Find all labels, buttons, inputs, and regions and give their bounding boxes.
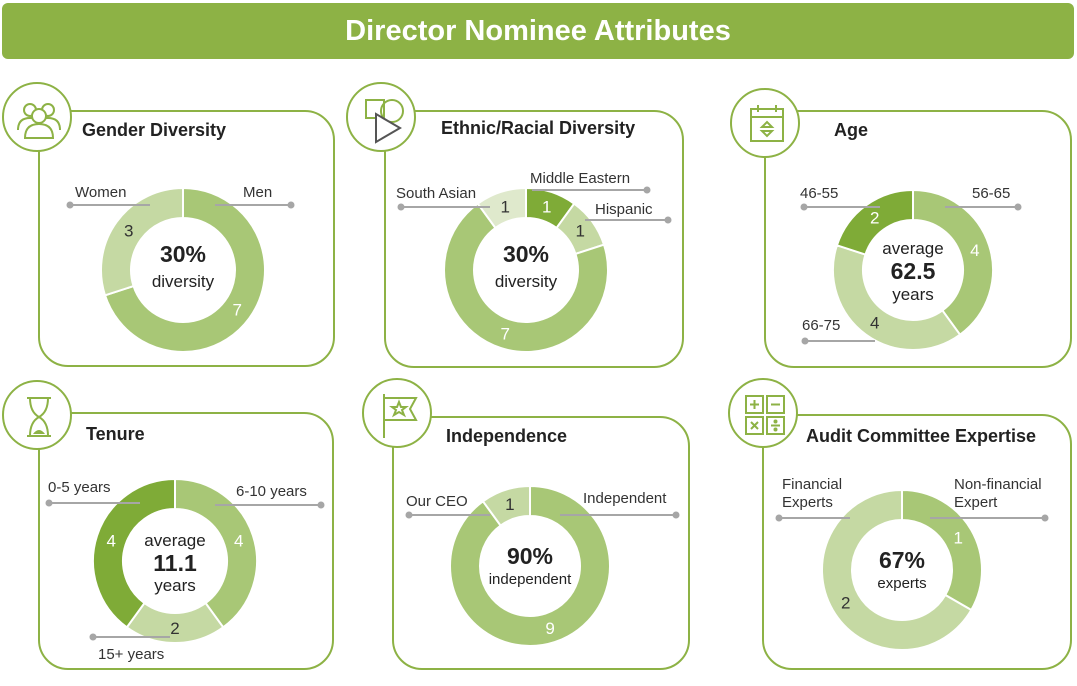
- panel-title-gender: Gender Diversity: [82, 120, 227, 140]
- donut-age: 4 4 2 average 62.5 years 46-55 56-65 66-…: [800, 185, 1022, 351]
- label-independent: Independent: [583, 490, 667, 507]
- center-audit-2: experts: [877, 575, 926, 592]
- leader-dot-15plus: [89, 633, 97, 641]
- center-gender-1: 30%: [160, 241, 206, 267]
- donut-ethnic: 1 1 7 1 30% diversity South Asian Middle…: [396, 170, 672, 353]
- slice-age-66-75: [832, 244, 962, 351]
- slice-gender-women: [100, 186, 184, 297]
- donut-gender: 7 3 30% diversity Women Men: [66, 184, 295, 353]
- panel-title-age: Age: [834, 120, 869, 140]
- slice-tenure-0-5: [92, 477, 176, 629]
- slice-gender-men: [103, 186, 266, 353]
- label-middle-eastern: Middle Eastern: [530, 170, 630, 187]
- value-our-ceo: 1: [505, 495, 514, 514]
- slice-age-46-55: [835, 188, 914, 256]
- leader-dot-46-55: [800, 203, 808, 211]
- slice-independent: [449, 484, 611, 647]
- value-financial: 2: [841, 594, 850, 613]
- value-ethnic-south-asian: 1: [501, 197, 510, 216]
- calculator-icon: [728, 378, 798, 448]
- center-independence-1: 90%: [507, 543, 553, 569]
- label-46-55: 46-55: [800, 185, 838, 202]
- leader-dot-56-65: [1014, 203, 1022, 211]
- label-women: Women: [75, 184, 126, 201]
- center-independence-2: independent: [489, 571, 572, 588]
- slice-our-ceo: [481, 484, 531, 527]
- center-age-2: 62.5: [891, 258, 936, 284]
- value-ethnic-middle-eastern: 1: [542, 197, 551, 216]
- value-gender-women: 3: [124, 222, 133, 241]
- label-our-ceo: Our CEO: [406, 493, 468, 510]
- value-tenure-15plus: 2: [170, 619, 179, 638]
- value-independent: 9: [545, 619, 554, 638]
- value-gender-men: 7: [232, 300, 241, 319]
- center-gender-2: diversity: [152, 272, 215, 291]
- slice-age-56-65: [912, 188, 994, 337]
- panel-title-independence: Independence: [446, 426, 568, 446]
- value-age-46-55: 2: [870, 208, 879, 227]
- leader-dot-men: [287, 201, 295, 209]
- leader-dot-women: [66, 201, 74, 209]
- label-66-75: 66-75: [802, 317, 840, 334]
- label-south-asian: South Asian: [396, 185, 476, 202]
- donut-independence: 9 1 90% independent Our CEO Independent: [405, 484, 680, 647]
- slice-ethnic-other: [443, 202, 609, 353]
- leader-dot-middle-eastern: [643, 186, 651, 194]
- label-56-65: 56-65: [972, 185, 1010, 202]
- leader-dot-66-75: [801, 337, 809, 345]
- calendar-icon: [730, 88, 800, 158]
- leader-dot-6-10: [317, 501, 325, 509]
- leader-dot-non-financial: [1041, 514, 1049, 522]
- center-tenure-1: average: [144, 531, 205, 550]
- label-hispanic: Hispanic: [595, 201, 653, 218]
- center-ethnic-2: diversity: [495, 272, 558, 291]
- page-title: Director Nominee Attributes: [2, 3, 1074, 59]
- center-tenure-3: years: [154, 576, 196, 595]
- leader-dot-south-asian: [397, 203, 405, 211]
- leader-dot-hispanic: [664, 216, 672, 224]
- label-6-10: 6-10 years: [236, 483, 307, 500]
- label-0-5: 0-5 years: [48, 479, 111, 496]
- center-age-1: average: [882, 239, 943, 258]
- label-financial: Financial Experts: [782, 476, 842, 511]
- value-age-66-75: 4: [870, 314, 879, 333]
- slice-ethnic-south-asian: [476, 186, 527, 230]
- leader-dot-0-5: [45, 499, 53, 507]
- label-non-financial: Non-financial Expert: [954, 476, 1042, 511]
- value-tenure-0-5: 4: [107, 531, 116, 550]
- donut-tenure: 4 2 4 average 11.1 years 0-5 years 6-10 …: [45, 477, 325, 663]
- slice-tenure-6-10: [174, 477, 258, 629]
- leader-dot-financial: [775, 514, 783, 522]
- shapes-icon: [346, 82, 416, 152]
- panel-title-tenure: Tenure: [86, 424, 145, 444]
- flag-star-icon: [362, 378, 432, 448]
- value-tenure-6-10: 4: [234, 531, 243, 550]
- slice-financial: [821, 488, 973, 651]
- value-ethnic-other: 7: [501, 325, 510, 344]
- label-15plus: 15+ years: [98, 646, 164, 663]
- value-non-financial: 1: [954, 529, 963, 548]
- label-men: Men: [243, 184, 272, 201]
- value-ethnic-hispanic: 1: [575, 222, 584, 241]
- donut-audit: 1 2 67% experts Financial Experts Non-fin…: [775, 476, 1049, 651]
- value-age-56-65: 4: [970, 241, 979, 260]
- center-tenure-2: 11.1: [153, 550, 197, 576]
- center-audit-1: 67%: [879, 547, 925, 573]
- panel-title-audit: Audit Committee Expertise: [806, 426, 1037, 446]
- hourglass-icon: [2, 380, 72, 450]
- panel-title-ethnic: Ethnic/Racial Diversity: [441, 118, 636, 138]
- leader-dot-our-ceo: [405, 511, 413, 519]
- center-age-3: years: [892, 285, 934, 304]
- leader-dot-independent: [672, 511, 680, 519]
- slice-non-financial: [901, 488, 983, 612]
- center-ethnic-1: 30%: [503, 241, 549, 267]
- people-icon: [2, 82, 72, 152]
